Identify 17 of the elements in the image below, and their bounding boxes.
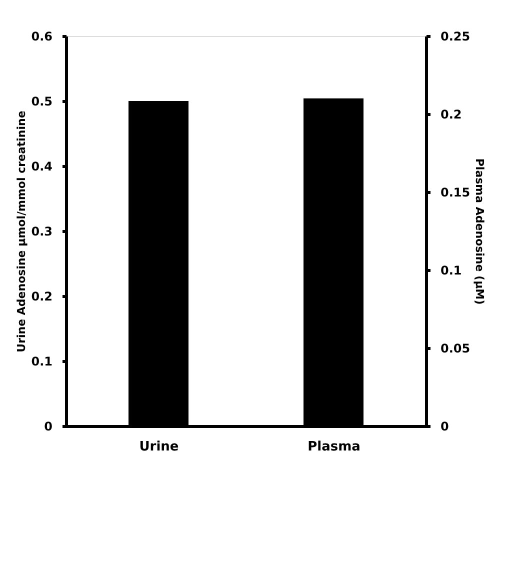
y-tick-label: 0.5 (31, 94, 52, 108)
y2-tick-label: 0.05 (440, 342, 470, 356)
y2-tick-label: 0.1 (440, 264, 462, 278)
y-tick-label: 0.4 (31, 160, 52, 174)
y-tick-label: 0.6 (31, 30, 52, 44)
y2-tick-label: 0.15 (440, 186, 470, 200)
y-axis-title: Urine Adenosine μmol/mmol creatinine (15, 110, 28, 352)
y-tick-label: 0 (44, 420, 52, 434)
y-tick-label: 0.2 (31, 290, 52, 304)
y2-axis-title: Plasma Adenosine (μM) (473, 158, 486, 305)
x-tick-label: Plasma (308, 440, 360, 454)
y-tick-label: 0.3 (31, 224, 52, 238)
y-tick-label: 0.1 (31, 354, 52, 368)
y2-tick-label: 0.25 (440, 30, 470, 44)
y2-tick-label: 0.2 (440, 108, 462, 122)
y2-tick-label: 0 (440, 420, 449, 434)
x-tick-label: Urine (139, 440, 179, 454)
